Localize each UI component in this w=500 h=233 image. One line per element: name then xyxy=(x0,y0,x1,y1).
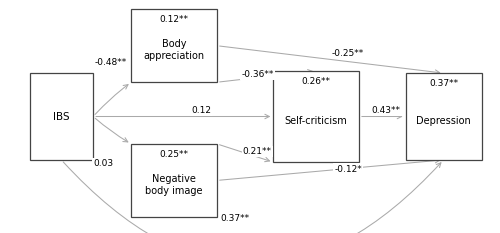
Text: 0.25**: 0.25** xyxy=(160,150,188,159)
FancyBboxPatch shape xyxy=(30,73,93,160)
Text: 0.12: 0.12 xyxy=(191,106,211,115)
Text: 0.12**: 0.12** xyxy=(160,15,188,24)
Text: 0.37**: 0.37** xyxy=(220,214,250,223)
FancyBboxPatch shape xyxy=(406,73,481,160)
Text: -0.12*: -0.12* xyxy=(334,164,362,174)
Text: -0.25**: -0.25** xyxy=(332,49,364,58)
FancyBboxPatch shape xyxy=(274,71,359,162)
Text: Body
appreciation: Body appreciation xyxy=(144,39,204,62)
Text: 0.21**: 0.21** xyxy=(243,147,272,156)
Text: 0.43**: 0.43** xyxy=(372,106,400,115)
Text: -0.36**: -0.36** xyxy=(241,70,274,79)
FancyBboxPatch shape xyxy=(131,9,217,82)
Text: Self-criticism: Self-criticism xyxy=(285,116,348,126)
Text: 0.37**: 0.37** xyxy=(429,79,458,88)
Text: Negative
body image: Negative body image xyxy=(146,174,203,196)
FancyBboxPatch shape xyxy=(131,144,217,217)
Text: IBS: IBS xyxy=(53,112,70,121)
Text: Depression: Depression xyxy=(416,116,471,126)
Text: 0.03: 0.03 xyxy=(93,159,113,168)
Text: -0.48**: -0.48** xyxy=(94,58,126,67)
Text: 0.26**: 0.26** xyxy=(302,76,330,86)
